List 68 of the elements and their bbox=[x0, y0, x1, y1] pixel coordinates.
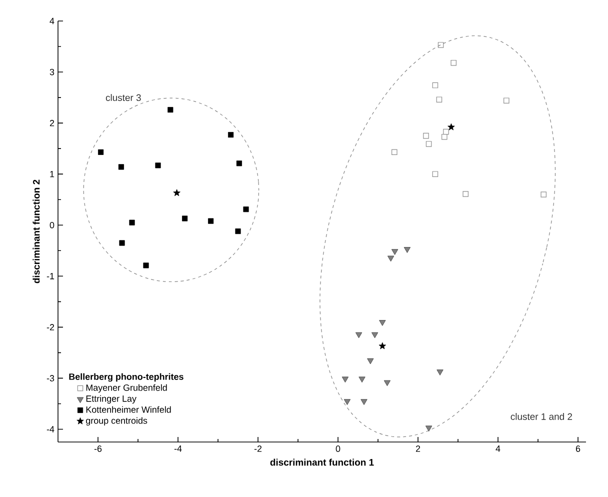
point bbox=[450, 60, 456, 66]
x-tick-label: 2 bbox=[416, 446, 420, 452]
point bbox=[371, 332, 378, 338]
legend-title: Bellerberg phono-tephrites bbox=[69, 373, 184, 382]
point bbox=[391, 249, 398, 255]
point bbox=[118, 164, 124, 170]
x-tick-label: -2 bbox=[254, 446, 262, 452]
point bbox=[355, 332, 362, 338]
y-tick-label: 2 bbox=[50, 120, 54, 126]
point bbox=[392, 149, 398, 156]
point bbox=[384, 380, 391, 386]
point bbox=[426, 141, 432, 147]
y-tick-label: -2 bbox=[46, 324, 54, 330]
point bbox=[143, 262, 149, 268]
point bbox=[443, 128, 449, 135]
point bbox=[432, 171, 438, 177]
y-tick-label: 0 bbox=[50, 222, 54, 228]
legend-label: Ettringer Lay bbox=[86, 395, 136, 404]
point bbox=[155, 162, 161, 168]
y-tick-label: -1 bbox=[46, 273, 54, 280]
point bbox=[438, 42, 444, 48]
point bbox=[378, 342, 386, 350]
point bbox=[119, 240, 125, 246]
y-tick-label: 4 bbox=[50, 18, 54, 24]
annotation: cluster 3 bbox=[106, 94, 141, 102]
y-tick-label: 3 bbox=[50, 68, 54, 76]
point bbox=[344, 399, 351, 406]
point bbox=[442, 134, 448, 140]
point bbox=[404, 247, 411, 253]
x-axis-title: discriminant function 1 bbox=[270, 458, 374, 466]
point bbox=[432, 82, 438, 88]
point bbox=[208, 218, 214, 224]
point bbox=[387, 256, 394, 262]
y-tick-label: -3 bbox=[46, 375, 54, 382]
point bbox=[540, 192, 547, 198]
point bbox=[423, 132, 429, 139]
point bbox=[436, 96, 442, 102]
point bbox=[367, 358, 374, 364]
x-tick-label: 4 bbox=[496, 446, 500, 452]
point bbox=[243, 206, 249, 212]
point bbox=[379, 320, 386, 326]
legend-label: group centroids bbox=[86, 417, 148, 426]
point bbox=[235, 228, 241, 234]
legend-label: Mayener Grubenfeld bbox=[86, 384, 167, 393]
y-tick-label: -4 bbox=[46, 426, 54, 432]
point bbox=[342, 376, 349, 383]
point bbox=[236, 160, 242, 166]
point bbox=[129, 220, 135, 226]
y-tick-label: 1 bbox=[50, 171, 54, 178]
point bbox=[448, 123, 455, 130]
annotation: cluster 1 and 2 bbox=[510, 413, 572, 420]
point bbox=[436, 370, 444, 376]
x-tick-label: -6 bbox=[94, 446, 102, 452]
point bbox=[504, 98, 510, 104]
x-tick-label: 6 bbox=[576, 446, 580, 452]
point bbox=[360, 399, 368, 406]
point bbox=[462, 191, 468, 197]
point bbox=[182, 216, 188, 222]
point bbox=[228, 132, 234, 138]
point bbox=[173, 189, 180, 196]
point bbox=[98, 149, 104, 155]
x-tick-label: -4 bbox=[174, 446, 182, 452]
point bbox=[425, 426, 432, 432]
y-axis-title: discriminant function 2 bbox=[32, 180, 40, 284]
point bbox=[168, 106, 174, 113]
x-tick-label: 0 bbox=[336, 446, 340, 452]
point bbox=[358, 376, 366, 383]
legend-label: Kottenheimer Winfeld bbox=[86, 406, 171, 413]
